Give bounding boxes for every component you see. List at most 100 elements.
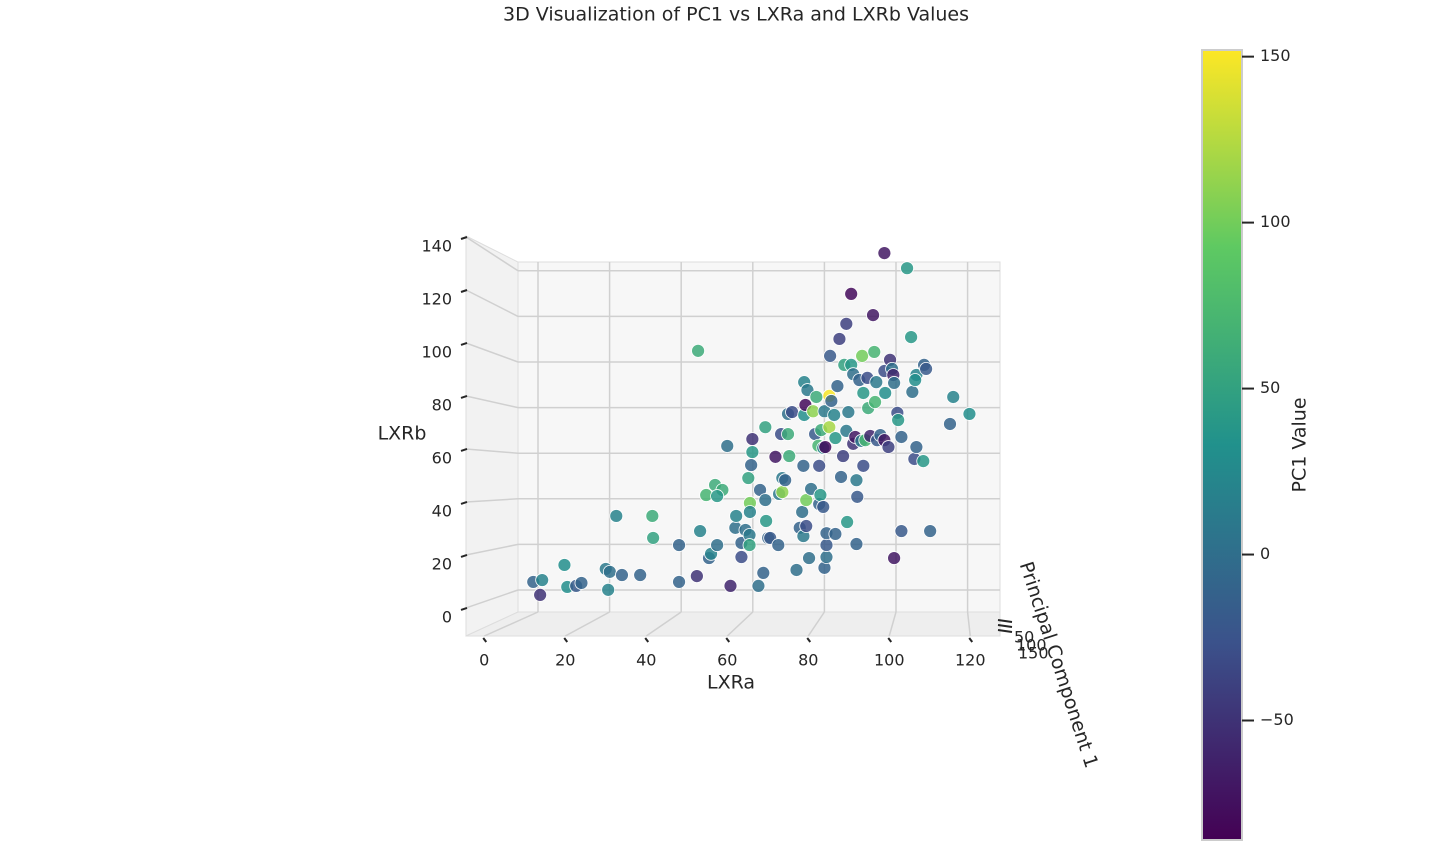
point — [729, 509, 744, 523]
x-tick — [563, 637, 569, 643]
point — [828, 527, 843, 541]
grid-line — [465, 236, 519, 272]
point — [849, 473, 864, 488]
x-tick-label: 60 — [717, 651, 737, 670]
point — [785, 405, 799, 419]
x-tick — [482, 637, 488, 643]
point — [758, 420, 773, 435]
y-tick — [460, 448, 468, 452]
point — [904, 330, 919, 344]
z-tick-label: 50 — [1014, 628, 1034, 647]
point — [809, 390, 824, 404]
point — [900, 261, 914, 276]
point — [782, 449, 797, 463]
grid-line — [465, 342, 519, 363]
x-tick — [806, 637, 812, 643]
point — [919, 361, 934, 376]
point — [646, 531, 661, 545]
grid-line — [564, 611, 610, 637]
point — [691, 343, 705, 358]
point — [894, 524, 909, 538]
point — [850, 489, 865, 504]
grid-line — [645, 611, 682, 637]
y-tick-label: 100 — [421, 342, 452, 361]
y-tick-label: 40 — [432, 501, 452, 520]
y-tick-label: 60 — [432, 448, 452, 467]
grid-line — [465, 498, 519, 503]
y-tick-label: 120 — [421, 289, 452, 308]
point — [813, 488, 828, 502]
colorbar-tick-label: 0 — [1260, 544, 1270, 563]
point — [771, 538, 786, 552]
grid-line — [465, 543, 519, 556]
point — [745, 432, 760, 447]
point — [887, 376, 902, 390]
y-axis-label: LXRb — [378, 423, 427, 445]
point — [723, 578, 738, 593]
grid-line — [888, 611, 897, 637]
colorbar-tick-label: 100 — [1260, 212, 1291, 231]
point — [574, 576, 589, 590]
point — [720, 439, 735, 453]
point — [856, 458, 871, 473]
point — [615, 568, 629, 582]
point — [905, 385, 920, 399]
point — [832, 332, 847, 346]
point — [894, 430, 909, 444]
point — [802, 551, 816, 565]
grid-line — [465, 589, 519, 609]
point — [887, 551, 902, 565]
point — [834, 470, 848, 484]
point — [855, 349, 870, 363]
point — [823, 349, 838, 363]
point — [822, 420, 837, 435]
x-tick-label: 80 — [798, 651, 818, 670]
point — [869, 375, 884, 390]
y-tick — [460, 554, 468, 558]
x-tick — [725, 637, 731, 643]
grid-line — [465, 448, 519, 454]
colorbar-tick-label: 150 — [1260, 46, 1291, 65]
point — [609, 509, 624, 523]
point — [908, 373, 923, 387]
grid-line — [726, 611, 754, 637]
point — [710, 538, 725, 552]
y-tick — [460, 395, 468, 399]
grid-line — [465, 395, 519, 409]
point — [799, 519, 814, 533]
point — [689, 569, 704, 583]
point — [816, 500, 831, 514]
point — [923, 524, 938, 538]
x-tick — [644, 637, 650, 643]
y-tick — [460, 342, 468, 346]
point — [743, 505, 757, 519]
point — [795, 505, 810, 519]
point — [710, 489, 725, 503]
point — [812, 458, 827, 473]
point — [866, 308, 880, 322]
grid-line — [465, 289, 519, 318]
x-tick — [887, 637, 893, 643]
point — [645, 509, 660, 523]
x-tick-label: 0 — [479, 651, 489, 670]
point — [841, 405, 856, 419]
point — [759, 514, 774, 528]
y-tick — [460, 236, 468, 240]
point — [672, 538, 686, 552]
point — [602, 564, 617, 579]
z-tick — [997, 629, 1013, 633]
point — [741, 471, 756, 485]
x-tick — [968, 637, 974, 643]
point — [827, 408, 842, 422]
grid-line — [483, 611, 539, 637]
point — [962, 407, 977, 421]
point — [778, 473, 793, 488]
point — [672, 575, 686, 589]
point — [840, 515, 855, 529]
x-tick-label: 120 — [955, 651, 986, 670]
y-tick — [460, 501, 468, 505]
point — [742, 538, 757, 552]
colorbar-tick-label: −50 — [1260, 710, 1294, 729]
point — [796, 458, 811, 473]
point — [836, 449, 850, 463]
